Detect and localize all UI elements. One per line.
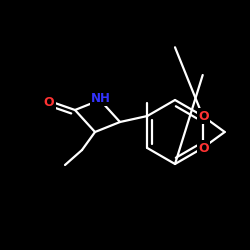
Text: NH: NH (91, 92, 111, 104)
Text: O: O (198, 110, 209, 122)
Text: O: O (44, 96, 54, 108)
Text: O: O (198, 142, 209, 154)
